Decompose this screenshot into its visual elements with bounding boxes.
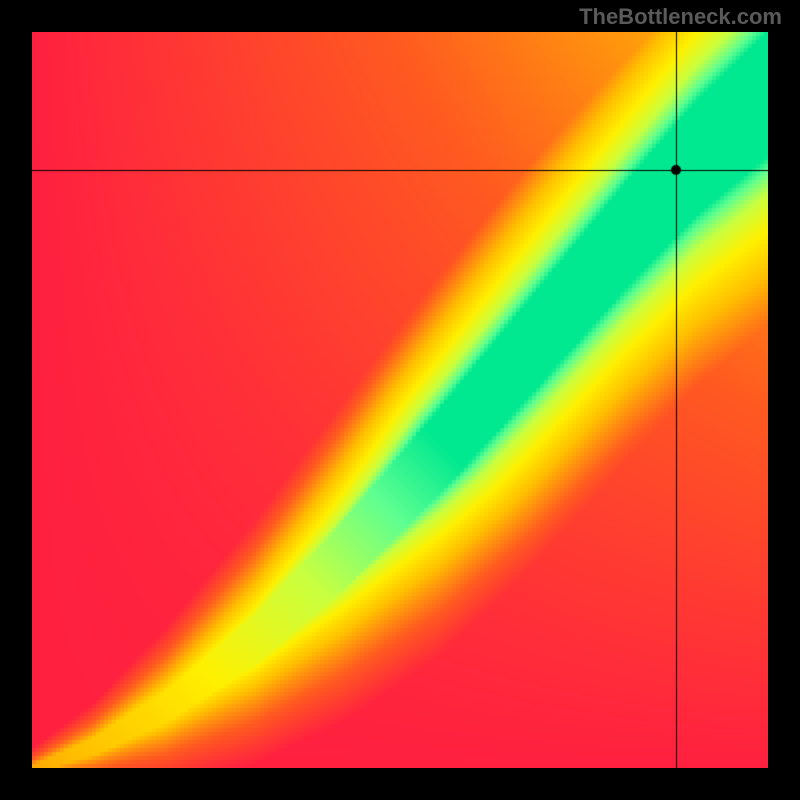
heatmap-plot	[32, 32, 768, 768]
chart-container: TheBottleneck.com	[0, 0, 800, 800]
attribution-text: TheBottleneck.com	[579, 4, 782, 30]
